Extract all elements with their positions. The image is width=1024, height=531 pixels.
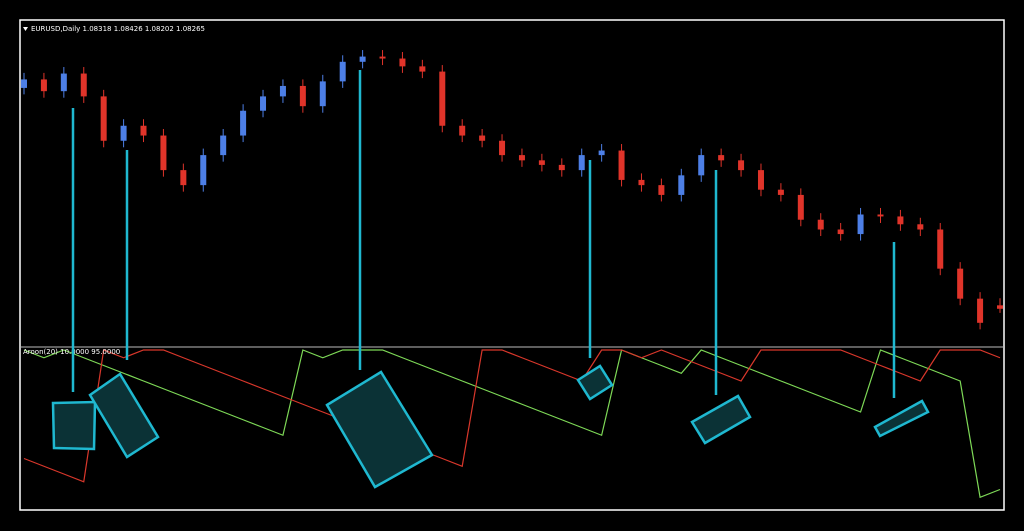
candle-body <box>100 96 107 141</box>
candle-body <box>897 216 904 225</box>
candle-body <box>200 155 207 186</box>
candle-body <box>379 56 386 59</box>
candle-body <box>299 85 306 107</box>
plot <box>21 50 1003 499</box>
annotation-box <box>576 364 614 401</box>
annotation-box <box>51 400 97 451</box>
candle-body <box>718 155 725 161</box>
annotations <box>51 70 930 489</box>
candle-body <box>857 214 864 235</box>
candle-body <box>797 194 804 220</box>
candle-body <box>140 125 147 136</box>
candle-body <box>777 189 784 195</box>
candle-body <box>937 229 944 269</box>
candle-body <box>598 150 605 156</box>
candle-body <box>260 96 267 111</box>
candle-body <box>817 219 824 230</box>
candle-body <box>339 61 346 82</box>
candle-body <box>678 175 685 195</box>
candle-body <box>578 155 585 171</box>
candle-body <box>997 305 1003 309</box>
candle-body <box>977 298 984 323</box>
candle-body <box>180 170 187 186</box>
candle-body <box>220 135 227 156</box>
candle-body <box>439 71 446 126</box>
indicator-title: Aroon(20) 10.0000 95.0000 <box>23 348 120 356</box>
candle-body <box>917 224 924 230</box>
candle-body <box>80 73 87 97</box>
candle-body <box>558 164 565 171</box>
candle-body <box>21 79 27 88</box>
candle-body <box>419 66 426 72</box>
frame <box>19 19 1005 511</box>
candle-body <box>240 110 247 136</box>
aroon-line <box>23 349 1001 499</box>
annotation-box <box>873 399 930 438</box>
candle-body <box>618 150 625 180</box>
annotation-box <box>690 394 752 445</box>
candle-body <box>658 185 665 195</box>
candle-body <box>120 125 127 141</box>
candle-body <box>877 214 884 217</box>
candle-body <box>359 56 366 62</box>
candle-body <box>60 73 67 92</box>
annotation-box <box>325 370 434 489</box>
candle-body <box>957 268 964 299</box>
candle-body <box>459 125 466 136</box>
annotation-box <box>88 372 160 459</box>
candle-body <box>837 229 844 235</box>
candle-body <box>160 135 167 171</box>
candle-body <box>279 85 286 97</box>
candle-body <box>479 135 486 141</box>
candle-body <box>399 58 406 67</box>
candle-body <box>738 160 745 171</box>
collapse-icon <box>23 27 28 31</box>
candle-body <box>757 170 764 190</box>
aroon-line <box>23 349 1001 483</box>
candle-body <box>538 160 545 165</box>
candle-body <box>40 79 47 92</box>
candle-body <box>319 81 326 107</box>
candle-body <box>698 155 705 176</box>
candle-body <box>518 155 525 161</box>
candle-body <box>638 179 645 186</box>
candle-body <box>499 140 506 156</box>
price-title: EURUSD,Daily 1.08318 1.08426 1.08202 1.0… <box>31 25 205 33</box>
